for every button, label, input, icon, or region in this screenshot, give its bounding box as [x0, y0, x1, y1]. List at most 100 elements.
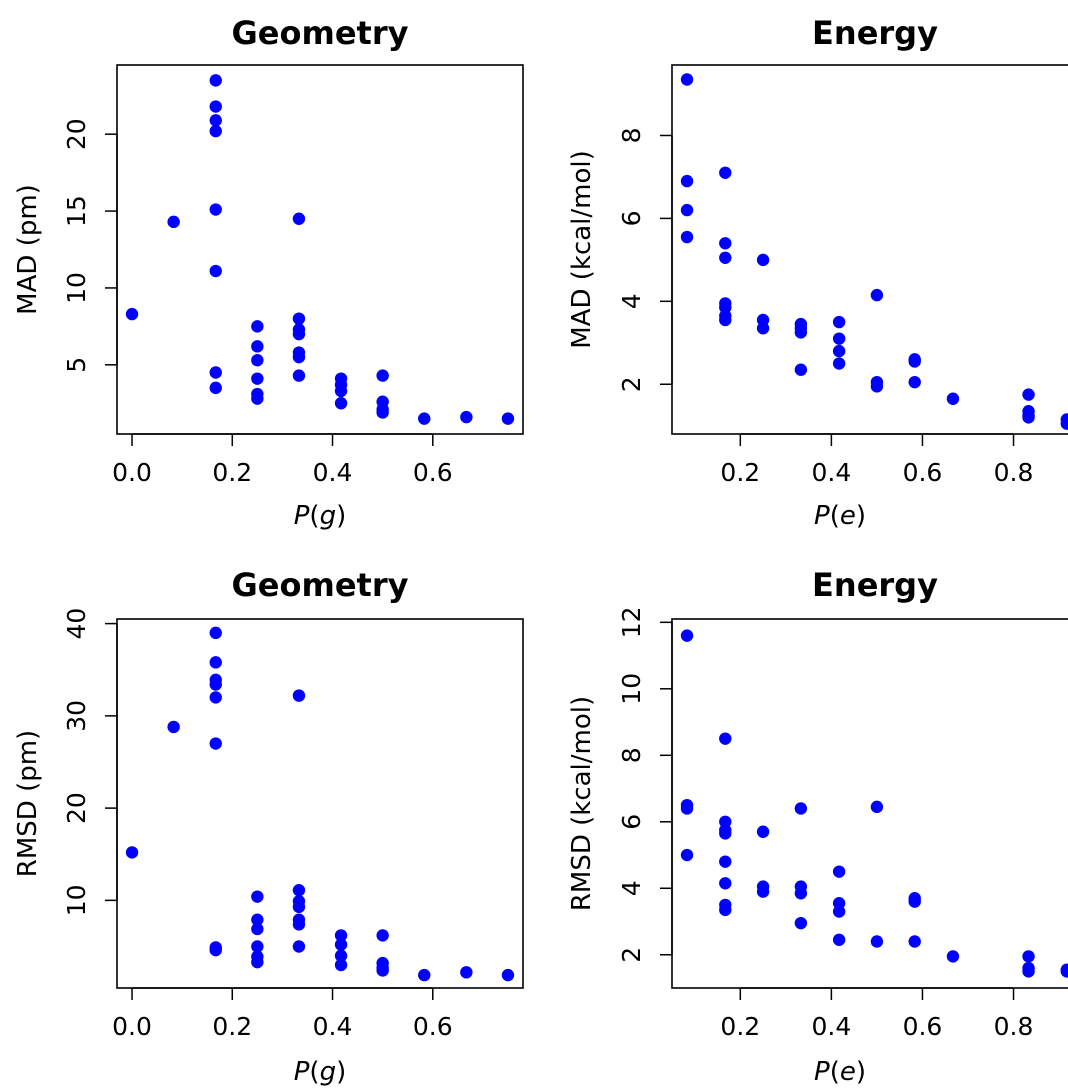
data-point	[719, 313, 732, 327]
data-point	[251, 955, 264, 969]
x-tick-label: 0.8	[994, 1012, 1034, 1041]
data-point	[719, 732, 732, 745]
data-point	[209, 626, 222, 640]
data-point	[209, 737, 222, 750]
x-tick-label: 0.8	[994, 458, 1034, 487]
data-point	[756, 253, 770, 267]
data-point	[418, 412, 431, 425]
y-tick-label: 20	[62, 118, 91, 150]
data-point	[418, 968, 431, 982]
data-point	[946, 950, 960, 963]
scatter-panel-2: Energy 0.2 0.4 0.6 0.8 2 4 6 8 P(e) MAD (kcal/mol)	[567, 14, 1068, 531]
y-tick-label: 6	[617, 210, 646, 226]
data-point	[292, 327, 306, 341]
y-tick-label: 10	[62, 272, 91, 304]
y-tick-label: 10	[62, 884, 91, 916]
x-tick-label: 0.4	[313, 458, 353, 487]
x-tick-label: 0.4	[811, 458, 851, 487]
data-point	[832, 357, 846, 370]
data-point	[719, 251, 732, 264]
x-tick-label: 0.6	[903, 1012, 943, 1041]
y-axis-label: MAD (kcal/mol)	[567, 150, 597, 349]
y-axis-label: RMSD (pm)	[13, 730, 43, 877]
scatter-panel-4: Energy 0.2 0.4 0.6 0.8 2 4 6 8 10 12 P(e) RMSD (kcal…	[567, 566, 1068, 1087]
data-point	[501, 968, 515, 982]
chart-title: Energy	[812, 14, 938, 52]
data-point	[794, 887, 808, 900]
data-point	[209, 656, 222, 669]
data-point	[680, 848, 694, 862]
data-point	[832, 865, 846, 878]
y-tick-label: 10	[617, 673, 646, 705]
data-point	[125, 307, 139, 321]
data-point	[870, 288, 884, 302]
data-point	[292, 312, 306, 325]
data-point	[1022, 950, 1035, 963]
data-point	[209, 366, 222, 379]
data-point	[251, 890, 264, 903]
x-axis-label: P(e)	[814, 501, 866, 531]
data-point	[334, 958, 348, 972]
y-tick-label: 8	[617, 747, 646, 763]
data-point	[1060, 965, 1068, 978]
x-tick-label: 0.2	[212, 1012, 252, 1041]
data-point	[376, 369, 389, 382]
data-point	[832, 344, 846, 358]
data-point	[719, 855, 732, 868]
data-point	[756, 885, 770, 898]
x-axis-label: P(e)	[814, 1057, 866, 1087]
data-point	[832, 933, 846, 946]
data-point	[334, 949, 348, 962]
data-point	[334, 929, 348, 942]
data-point	[908, 935, 921, 948]
y-tick-label: 40	[62, 608, 91, 640]
data-point	[376, 929, 389, 942]
data-point	[1022, 388, 1035, 401]
data-point	[209, 203, 222, 216]
data-point	[908, 895, 921, 908]
data-point	[292, 369, 306, 382]
data-point	[251, 320, 264, 333]
y-axis-label: RMSD (kcal/mol)	[567, 696, 597, 911]
data-point	[794, 916, 808, 930]
data-point	[209, 114, 222, 127]
data-point	[719, 877, 732, 890]
data-point	[292, 689, 306, 702]
data-point	[251, 392, 264, 405]
x-tick-label: 0.4	[811, 1012, 851, 1041]
data-point	[460, 966, 473, 979]
y-tick-label: 20	[62, 792, 91, 824]
data-point	[1060, 417, 1068, 430]
data-point	[870, 380, 884, 393]
x-tick-label: 0.0	[112, 458, 152, 487]
x-tick-label: 0.2	[720, 1012, 760, 1041]
x-tick-label: 0.2	[212, 458, 252, 487]
chart-title: Geometry	[232, 566, 409, 604]
y-tick-label: 2	[617, 376, 646, 392]
points-group	[125, 74, 515, 425]
data-point	[209, 691, 222, 704]
data-point	[209, 943, 222, 957]
y-tick-label: 15	[62, 195, 91, 227]
data-point	[870, 935, 884, 948]
data-point	[292, 918, 306, 931]
data-point	[376, 406, 389, 419]
data-point	[832, 315, 846, 329]
data-point	[501, 412, 515, 425]
data-point	[292, 884, 306, 897]
data-point	[334, 384, 348, 398]
y-tick-label: 2	[617, 947, 646, 963]
data-point	[292, 900, 306, 914]
data-point	[334, 938, 348, 951]
data-point	[794, 802, 808, 815]
data-point	[1022, 965, 1035, 978]
data-point	[832, 905, 846, 918]
x-tick-label: 0.6	[413, 1012, 453, 1041]
data-point	[756, 322, 770, 335]
data-point	[719, 166, 732, 179]
data-point	[167, 215, 180, 229]
data-point	[794, 363, 808, 376]
x-tick-label: 0.6	[413, 458, 453, 487]
x-axis-label: P(g)	[294, 1057, 347, 1087]
x-tick-label: 0.6	[903, 458, 943, 487]
